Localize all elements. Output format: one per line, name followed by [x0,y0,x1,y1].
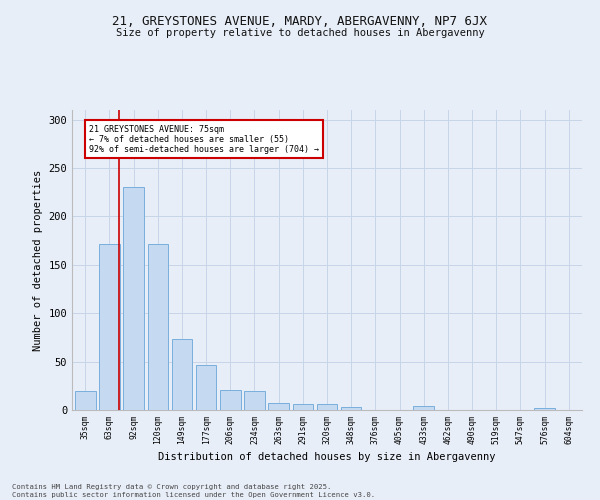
Bar [413,406,434,410]
Bar [148,244,168,410]
Bar [196,366,217,410]
Bar [220,390,241,410]
Text: Size of property relative to detached houses in Abergavenny: Size of property relative to detached ho… [116,28,484,38]
Bar [124,188,144,410]
Bar [244,390,265,410]
Bar [75,390,95,410]
X-axis label: Distribution of detached houses by size in Abergavenny: Distribution of detached houses by size … [158,452,496,462]
Text: 21, GREYSTONES AVENUE, MARDY, ABERGAVENNY, NP7 6JX: 21, GREYSTONES AVENUE, MARDY, ABERGAVENN… [113,15,487,28]
Bar [317,404,337,410]
Bar [293,404,313,410]
Text: Contains HM Land Registry data © Crown copyright and database right 2025.
Contai: Contains HM Land Registry data © Crown c… [12,484,375,498]
Bar [534,408,555,410]
Bar [172,340,192,410]
Bar [99,244,120,410]
Y-axis label: Number of detached properties: Number of detached properties [33,170,43,350]
Text: 21 GREYSTONES AVENUE: 75sqm
← 7% of detached houses are smaller (55)
92% of semi: 21 GREYSTONES AVENUE: 75sqm ← 7% of deta… [89,124,319,154]
Bar [268,403,289,410]
Bar [341,407,361,410]
